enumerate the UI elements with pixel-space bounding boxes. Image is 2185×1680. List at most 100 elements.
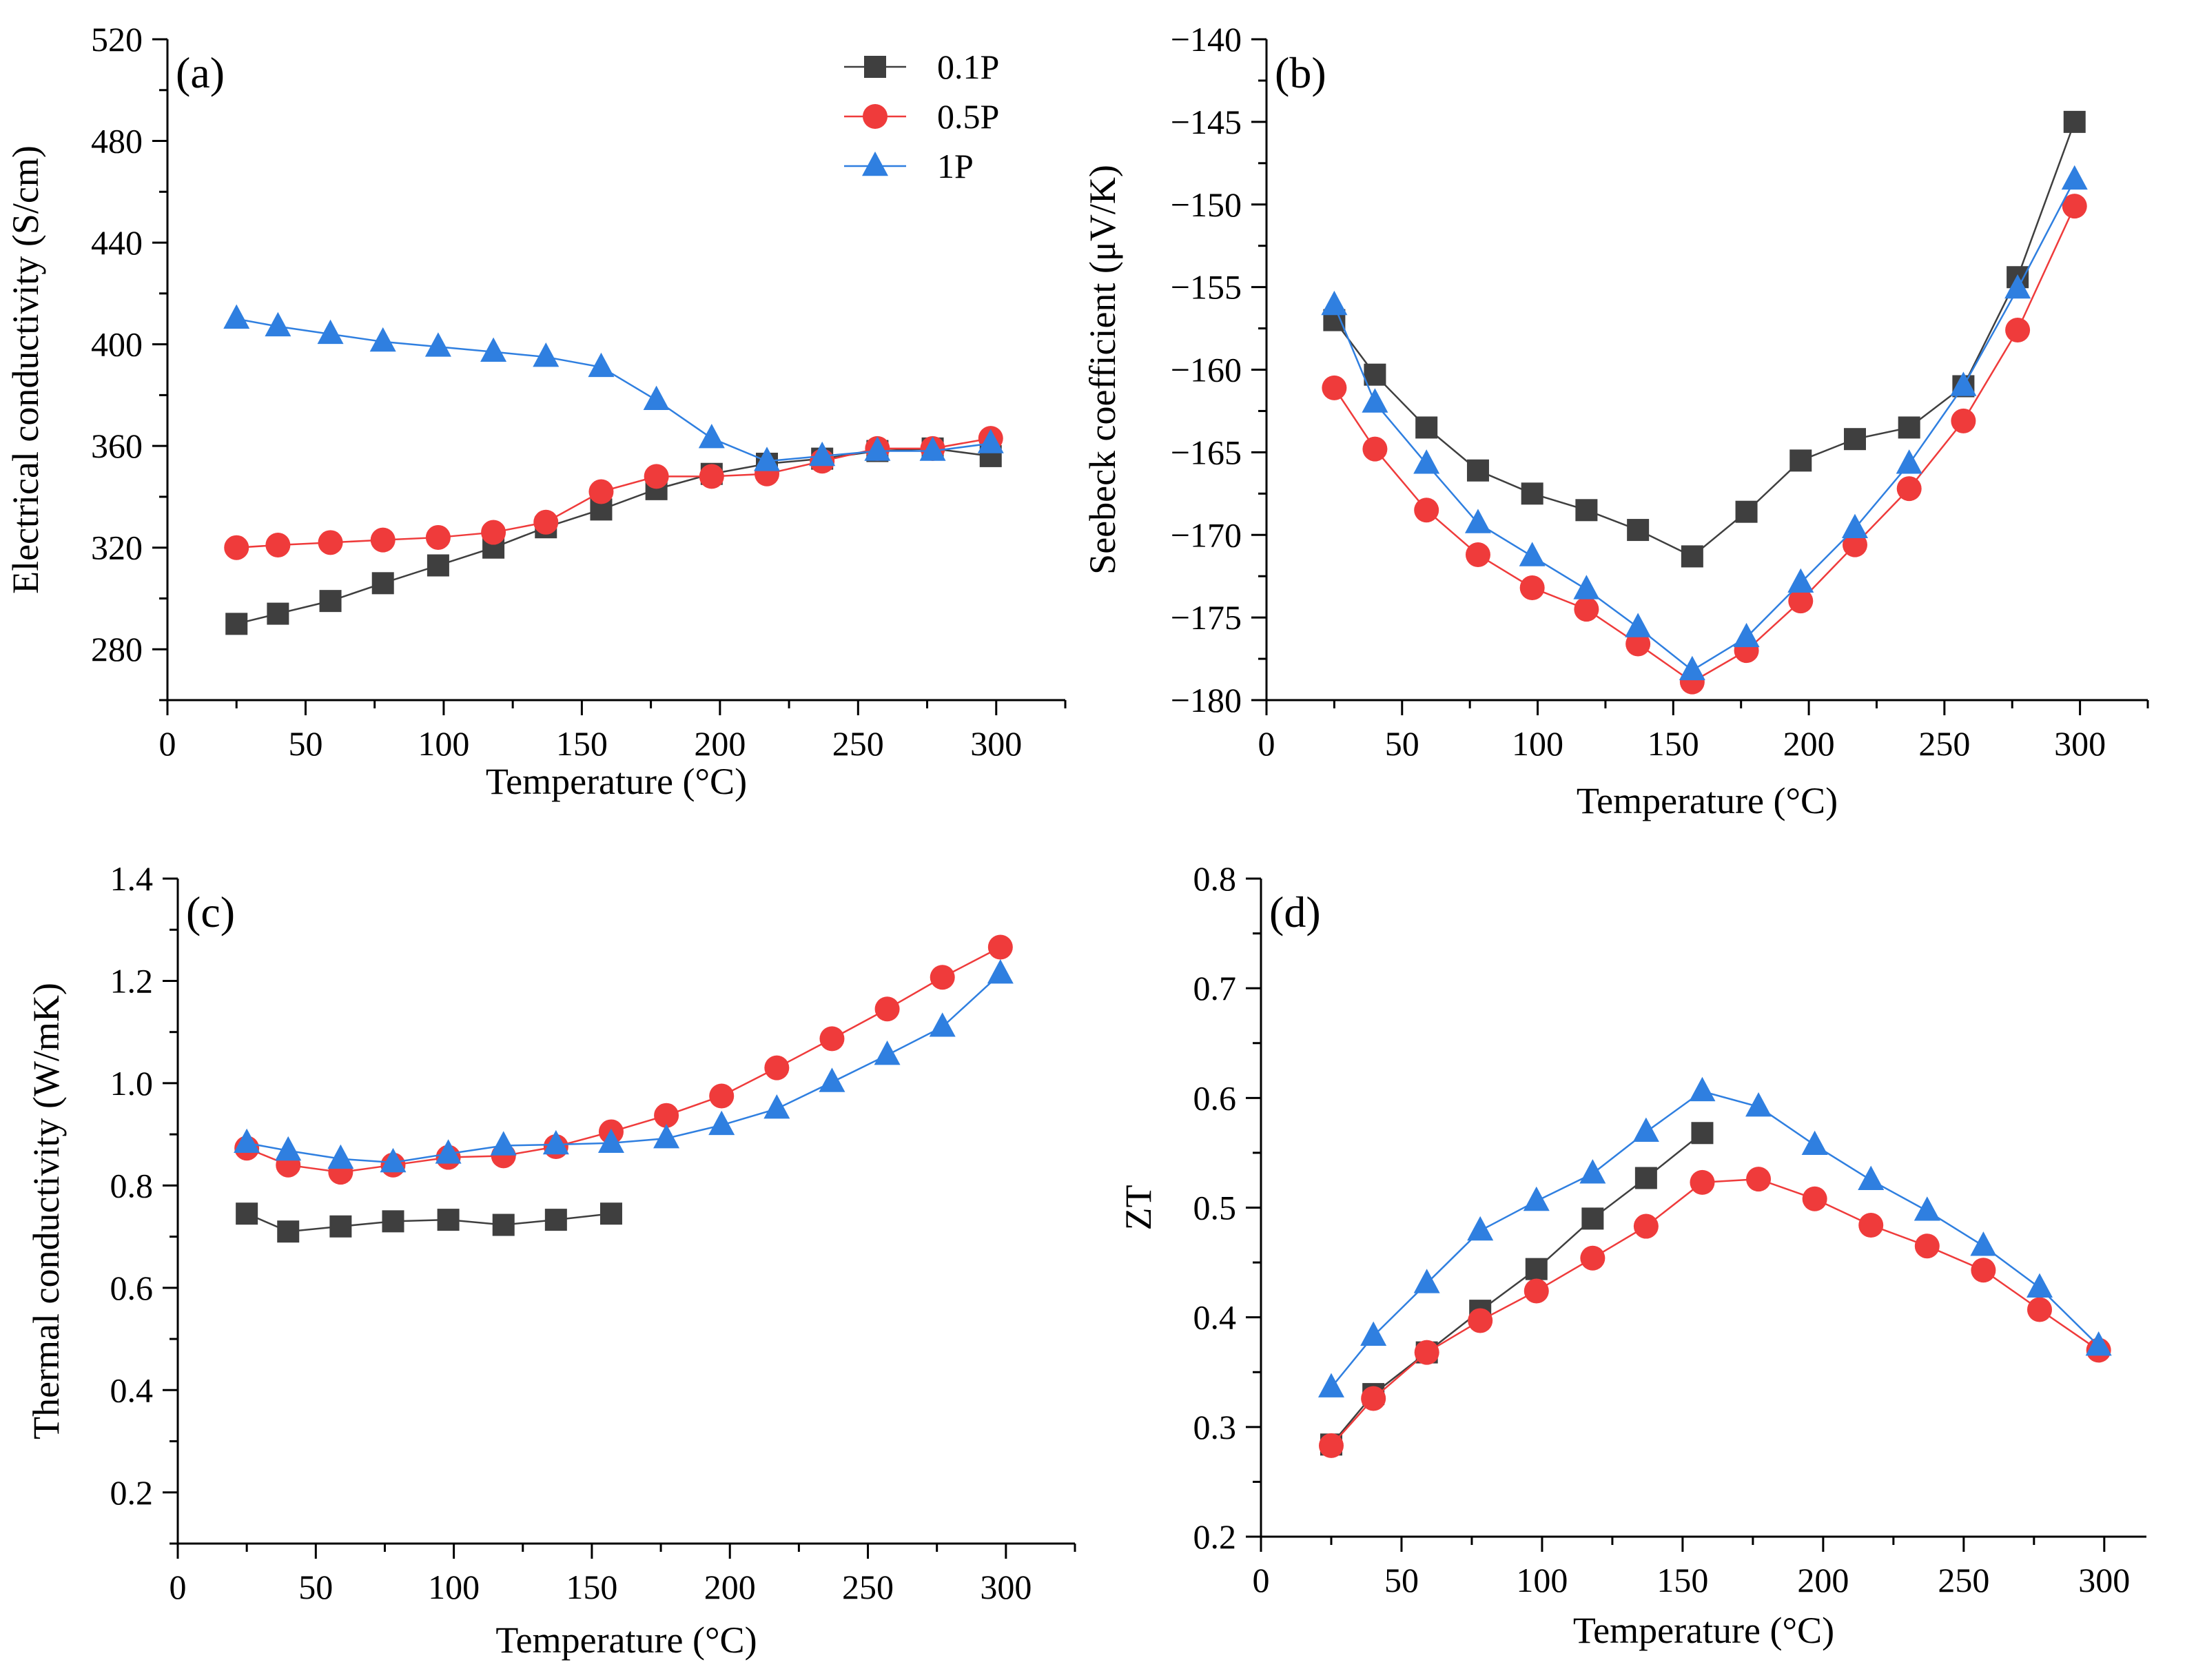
data-point <box>987 934 1013 960</box>
x-axis-title: Temperature (°C) <box>1577 780 1838 821</box>
x-tick-label: 0 <box>159 724 176 763</box>
y-tick-label: 0.2 <box>110 1473 154 1512</box>
legend: 0.1P 0.5P 1P <box>844 48 999 185</box>
data-point <box>1842 532 1867 557</box>
data-point <box>1524 1278 1549 1304</box>
legend-label: 0.5P <box>937 97 999 136</box>
data-point <box>1465 542 1490 568</box>
data-point <box>223 304 250 329</box>
data-point <box>277 1220 300 1243</box>
y-tick-label: 0.7 <box>1193 969 1237 1007</box>
data-point <box>1467 1216 1494 1241</box>
x-tick-label: 200 <box>1797 1561 1849 1599</box>
data-point <box>1362 388 1388 413</box>
data-point <box>1581 1207 1604 1230</box>
y-tick-label: −170 <box>1171 515 1242 554</box>
data-point <box>1746 1167 1772 1192</box>
panel-d: 0 50 100 150 200 250 300 0.2 0.3 0.4 0.5 0.6 0.7 0.8 T… <box>1118 859 2146 1651</box>
data-point <box>1362 436 1388 462</box>
data-point <box>644 464 669 489</box>
x-axis-title: Temperature (°C) <box>495 1619 757 1661</box>
data-point <box>1950 371 1977 396</box>
y-axis-title: ZT <box>1118 1185 1159 1231</box>
data-point <box>1789 449 1812 472</box>
data-point <box>1414 498 1439 523</box>
data-point <box>1415 416 1438 439</box>
x-tick-label: 200 <box>704 1568 756 1606</box>
x-tick-label: 100 <box>428 1568 480 1606</box>
data-point <box>597 1128 624 1154</box>
data-point <box>588 479 614 504</box>
y-tick-label: 360 <box>91 427 143 465</box>
data-point <box>481 520 506 545</box>
data-point <box>1525 1258 1548 1280</box>
y-tick-label: −175 <box>1171 598 1242 637</box>
data-point <box>425 524 451 550</box>
data-point <box>819 1026 845 1052</box>
data-point <box>1580 1245 1606 1271</box>
series-0.5P <box>224 426 1003 560</box>
y-tick-label: −180 <box>1171 681 1242 719</box>
data-point <box>588 352 615 378</box>
data-point <box>819 1067 845 1092</box>
data-point <box>490 1131 517 1156</box>
data-point <box>369 327 396 352</box>
data-point <box>653 1124 680 1149</box>
y-axis-title: Seebeck coefficient (μV/K) <box>1082 165 1123 575</box>
data-point <box>1364 363 1386 386</box>
data-point <box>699 464 724 489</box>
y-tick-label: 0.2 <box>1193 1517 1237 1556</box>
y-tick-label: −160 <box>1171 351 1242 389</box>
data-point <box>709 1083 735 1109</box>
data-point <box>234 1128 260 1154</box>
data-point <box>1802 1186 1827 1211</box>
data-point <box>1633 1213 1659 1239</box>
data-point <box>874 996 900 1022</box>
data-point <box>1788 588 1814 614</box>
data-point <box>1914 1233 1940 1259</box>
data-point <box>1787 568 1814 593</box>
data-point <box>1689 1076 1716 1102</box>
y-tick-label: 1.2 <box>110 961 154 1000</box>
y-tick-label: 0.8 <box>1193 859 1237 898</box>
data-point <box>930 965 955 990</box>
data-point <box>265 311 291 337</box>
data-point <box>1690 1169 1715 1195</box>
x-tick-label: 150 <box>1648 724 1699 763</box>
y-tick-label: 1.0 <box>110 1064 154 1103</box>
data-point <box>371 572 394 595</box>
x-tick-label: 250 <box>1918 724 1970 763</box>
data-point <box>380 1147 407 1173</box>
data-point <box>267 602 289 625</box>
data-point <box>1735 500 1758 523</box>
data-point <box>599 1202 622 1225</box>
data-point <box>382 1210 404 1233</box>
data-point <box>1896 476 1922 502</box>
data-point <box>1317 1373 1344 1397</box>
y-tick-label: 400 <box>91 325 143 364</box>
data-point <box>427 554 449 577</box>
data-point <box>754 447 781 471</box>
x-tick-label: 300 <box>980 1568 1032 1606</box>
data-point <box>236 1202 258 1225</box>
y-tick-label: 520 <box>91 20 143 59</box>
data-point <box>437 1209 460 1231</box>
data-point <box>1843 428 1866 451</box>
data-point <box>929 1012 956 1037</box>
data-point <box>329 1215 352 1238</box>
data-point <box>492 1213 515 1236</box>
data-point <box>1896 449 1922 474</box>
series-0.1P <box>1323 110 2086 568</box>
data-point <box>224 535 249 560</box>
x-tick-label: 50 <box>1384 1561 1419 1599</box>
data-point <box>424 332 451 357</box>
data-point <box>1414 1340 1439 1365</box>
data-point <box>317 319 344 345</box>
data-point <box>654 1103 679 1128</box>
series-line <box>236 447 991 625</box>
data-point <box>2061 165 2088 190</box>
data-point <box>1519 542 1546 566</box>
x-tick-label: 250 <box>832 724 884 763</box>
series-0.5P <box>1318 1167 2111 1458</box>
